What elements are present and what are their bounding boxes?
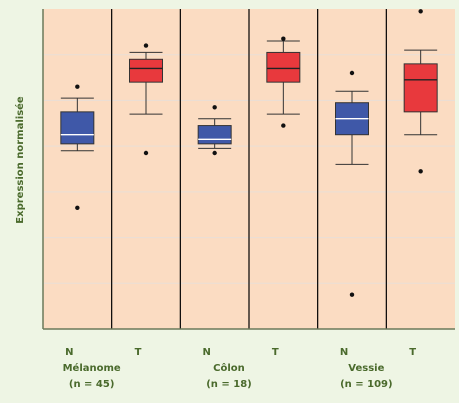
group-n-label: (n = 45) (69, 379, 115, 390)
outlier-point (143, 150, 149, 156)
group-name-label: Vessie (348, 363, 384, 374)
axis-layer (42, 9, 455, 330)
box-n-1 (197, 125, 232, 145)
y-axis-label: Expression normalisée (14, 96, 26, 224)
category-label-t: T (409, 347, 416, 358)
box-t-2 (403, 63, 438, 113)
outlier-point (281, 123, 286, 128)
outlier-point (75, 205, 80, 211)
outlier-point (212, 150, 217, 156)
outlier-point (75, 84, 80, 89)
outlier-point (349, 292, 355, 297)
box-t-1 (266, 51, 301, 83)
box-t-0 (129, 58, 163, 83)
outlier-point (143, 43, 149, 48)
outlier-point (418, 169, 423, 174)
outlier-point (349, 70, 355, 76)
label-layer: N T Mélanome (n = 45) N T Côlon (n = 18) N T Vessi… (63, 347, 417, 390)
category-label-n: N (202, 347, 210, 358)
group-name-label: Mélanome (63, 362, 121, 374)
outlier-point (281, 36, 286, 41)
separator-layer (111, 9, 387, 329)
category-label-n: N (65, 347, 73, 358)
box-n-0 (60, 111, 95, 145)
group-name-label: Côlon (213, 362, 245, 374)
category-label-t: T (135, 347, 142, 358)
category-label-t: T (272, 347, 279, 358)
outlier-point (212, 105, 217, 110)
category-label-n: N (340, 347, 348, 358)
box-layer (60, 9, 438, 297)
group-n-label: (n = 18) (206, 379, 252, 390)
outlier-point (418, 9, 423, 14)
group-n-label: (n = 109) (340, 379, 392, 390)
